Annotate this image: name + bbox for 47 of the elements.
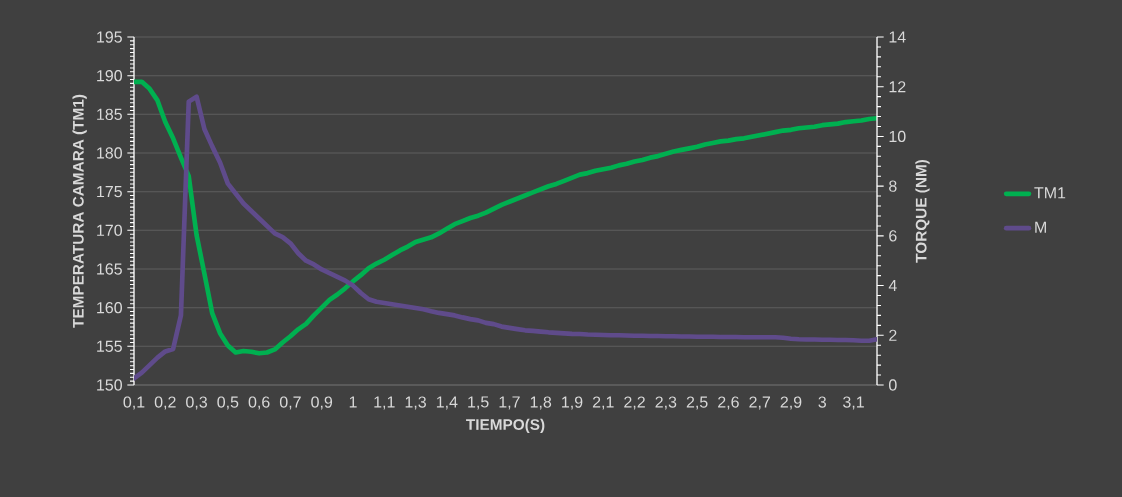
y2-tick-label: 4 — [888, 280, 897, 292]
x-tick-label: 0,6 — [248, 396, 270, 410]
y-tick-label: 195 — [97, 31, 122, 43]
y-tick-label: 160 — [97, 302, 122, 314]
y-tick-label: 180 — [97, 147, 122, 159]
y2-tick-label: 6 — [889, 230, 897, 242]
x-axis-title: TIEMPO(S) — [466, 418, 545, 434]
x-tick-label: 2,1 — [592, 396, 614, 410]
y2-tick-label: 12 — [889, 81, 906, 93]
y-axis-title: TEMPERATURA CAMARA (TM1) — [72, 94, 87, 328]
y-tick-label: 170 — [97, 224, 122, 236]
x-tick-label: 1,4 — [436, 396, 458, 410]
y-tick-label: 155 — [97, 340, 122, 352]
y-tick-label: 185 — [97, 108, 122, 120]
x-tick-label: 2,6 — [718, 396, 739, 410]
x-tick-label: 3,1 — [843, 396, 864, 410]
x-tick-label: 0,2 — [154, 396, 176, 410]
y2-tick-label: 2 — [889, 329, 897, 341]
x-tick-label: 0,5 — [217, 396, 239, 410]
y2-tick-label: 10 — [889, 130, 906, 143]
x-tick-label: 2,9 — [780, 396, 802, 410]
legend-label: TM1 — [1034, 187, 1066, 199]
x-tick-label: 1,3 — [405, 396, 426, 410]
x-tick-label: 0,3 — [186, 396, 207, 410]
x-tick-label: 0,7 — [279, 396, 301, 410]
x-tick-label: 1,5 — [468, 396, 489, 410]
y-tick-label: 165 — [97, 263, 122, 275]
y-tick-label: 190 — [97, 70, 122, 82]
x-tick-label: 0,1 — [123, 396, 145, 410]
x-tick-label: 1,1 — [374, 396, 395, 410]
x-tick-label: 2,5 — [686, 396, 708, 410]
x-tick-label: 1,8 — [530, 396, 552, 410]
y2-tick-label: 0 — [889, 379, 897, 391]
x-tick-label: 2,7 — [749, 396, 770, 410]
x-tick-label: 0,9 — [311, 396, 333, 410]
y2-tick-label: 8 — [889, 180, 897, 192]
y-tick-label: 150 — [97, 379, 122, 391]
x-tick-label: 2,3 — [655, 396, 677, 410]
legend-label: M — [1035, 221, 1046, 233]
x-tick-label: 1,9 — [562, 396, 583, 410]
y-tick-label: 175 — [97, 186, 122, 198]
x-tick-label: 1 — [349, 396, 357, 408]
x-tick-label: 2,2 — [624, 396, 645, 410]
x-tick-label: 3 — [818, 396, 827, 408]
y2-tick-label: 14 — [889, 31, 906, 43]
x-tick-label: 1,7 — [499, 396, 520, 410]
y2-axis-title: TORQUE (NM) — [915, 159, 930, 263]
